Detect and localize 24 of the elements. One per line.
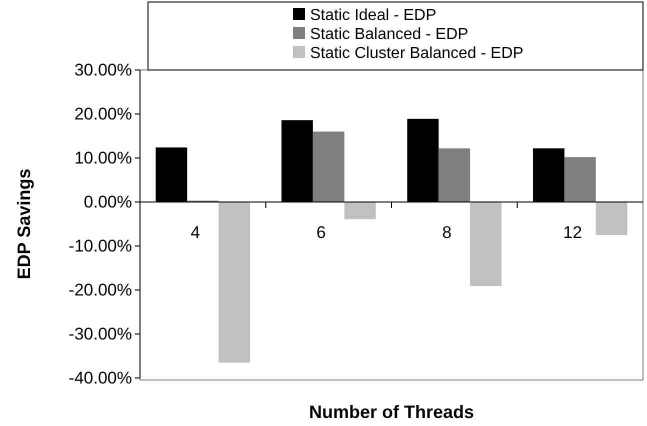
legend-label: Static Cluster Balanced - EDP bbox=[310, 45, 524, 62]
legend-label: Static Ideal - EDP bbox=[310, 7, 436, 24]
y-tick-label: -10.00% bbox=[68, 236, 132, 256]
x-axis-title: Number of Threads bbox=[308, 402, 474, 422]
y-tick-label: 30.00% bbox=[74, 60, 132, 80]
y-tick-label: -20.00% bbox=[68, 280, 132, 300]
bar bbox=[438, 148, 470, 202]
x-tick-label: 6 bbox=[316, 223, 326, 242]
bar bbox=[564, 157, 596, 202]
y-tick-label: 0.00% bbox=[84, 192, 132, 212]
x-tick-label: 4 bbox=[190, 223, 200, 242]
bar bbox=[218, 202, 250, 363]
x-tick-label: 12 bbox=[563, 223, 582, 242]
y-tick-label: 10.00% bbox=[74, 148, 132, 168]
bar bbox=[596, 202, 628, 235]
x-tick-label: 8 bbox=[442, 223, 452, 242]
bar bbox=[470, 202, 502, 286]
y-tick-label: -40.00% bbox=[68, 368, 132, 388]
y-tick-label: -30.00% bbox=[68, 324, 132, 344]
bar bbox=[312, 132, 344, 202]
bar bbox=[344, 202, 376, 220]
legend-label: Static Balanced - EDP bbox=[310, 26, 468, 43]
y-axis-title: EDP Savings bbox=[14, 168, 34, 280]
y-tick-label: 20.00% bbox=[74, 104, 132, 124]
